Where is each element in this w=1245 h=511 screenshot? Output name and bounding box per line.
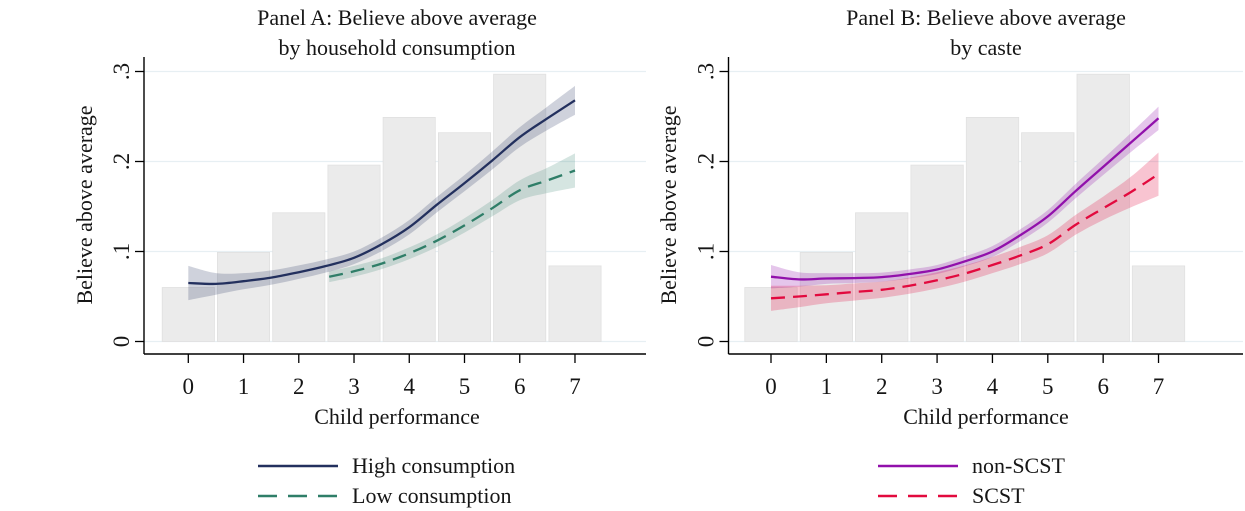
- confidence-band-high-consumption: [188, 85, 576, 301]
- histogram-bar: [327, 164, 381, 342]
- x-tick-label: 3: [348, 374, 360, 399]
- x-tick-label: 6: [1097, 374, 1109, 399]
- panel-b-title-line2: by caste: [950, 35, 1021, 60]
- histogram-bar: [744, 287, 798, 342]
- panel-a-plot: 0 .1 .2 .3 0 1 2 3 4 5 6 7: [109, 57, 646, 399]
- x-tick-label: 7: [569, 374, 581, 399]
- x-tick-label: 0: [765, 374, 777, 399]
- histogram-bar: [161, 287, 215, 342]
- x-tick-label: 0: [183, 374, 195, 399]
- panel-b-plot: 0 .1 .2 .3 0 1 2 3 4 5 6 7: [694, 57, 1243, 399]
- y-tick-label: 0: [109, 336, 134, 348]
- confidence-band-scst: [771, 152, 1159, 311]
- y-tick-label: .2: [694, 153, 719, 170]
- x-tick-label: 6: [514, 374, 526, 399]
- panel-a-legend-label-1: Low consumption: [352, 483, 512, 508]
- panel-b-legend-label-1: SCST: [972, 483, 1025, 508]
- x-tick-label: 7: [1153, 374, 1165, 399]
- panel-a: Panel A: Believe above average by househ…: [72, 5, 646, 508]
- histogram-bar: [272, 212, 326, 342]
- panel-a-legend: High consumption Low consumption: [258, 453, 515, 508]
- panel-b-x-axis-title: Child performance: [903, 404, 1069, 429]
- panel-a-legend-label-0: High consumption: [352, 453, 515, 478]
- x-tick-label: 2: [876, 374, 888, 399]
- panel-a-title-line2: by household consumption: [278, 35, 515, 60]
- x-tick-label: 4: [404, 374, 416, 399]
- y-tick-label: .3: [694, 63, 719, 80]
- y-tick-label: .3: [109, 63, 134, 80]
- histogram-bar: [437, 132, 491, 342]
- histogram-bar: [799, 251, 854, 342]
- panel-b-y-axis-title: Believe above average: [656, 105, 681, 304]
- histogram-bar: [1131, 265, 1186, 342]
- panel-a-title-line1: Panel A: Believe above average: [257, 5, 537, 30]
- panel-b-title-line1: Panel B: Believe above average: [846, 5, 1126, 30]
- histogram-bar: [965, 117, 1020, 342]
- y-tick-label: .1: [694, 243, 719, 260]
- histogram-bar: [1021, 132, 1075, 342]
- series-line-high-consumption: [188, 99, 576, 286]
- histogram-bar: [548, 265, 602, 342]
- x-tick-label: 2: [293, 374, 305, 399]
- x-tick-label: 5: [1042, 374, 1054, 399]
- y-tick-label: .2: [109, 153, 134, 170]
- histogram-bar: [1076, 73, 1130, 342]
- histogram-bar: [382, 117, 436, 342]
- x-tick-label: 3: [931, 374, 943, 399]
- series-line-scst: [770, 173, 1160, 300]
- x-tick-label: 4: [987, 374, 999, 399]
- x-tick-label: 1: [821, 374, 833, 399]
- histogram-bar: [910, 164, 964, 342]
- series-line-non-scst: [770, 117, 1160, 281]
- panel-b-legend: non-SCST SCST: [878, 453, 1065, 508]
- series-line-low-consumption: [328, 169, 576, 278]
- histogram-bar: [216, 251, 270, 342]
- panel-b-legend-label-0: non-SCST: [972, 453, 1065, 478]
- x-tick-label: 1: [238, 374, 250, 399]
- panel-a-y-axis-title: Believe above average: [72, 105, 97, 304]
- panel-a-x-axis-title: Child performance: [314, 404, 480, 429]
- y-tick-label: 0: [694, 336, 719, 348]
- confidence-band-low-consumption: [329, 153, 575, 283]
- panel-b: Panel B: Believe above average by caste …: [656, 5, 1243, 508]
- x-tick-label: 5: [459, 374, 471, 399]
- y-tick-label: .1: [109, 243, 134, 260]
